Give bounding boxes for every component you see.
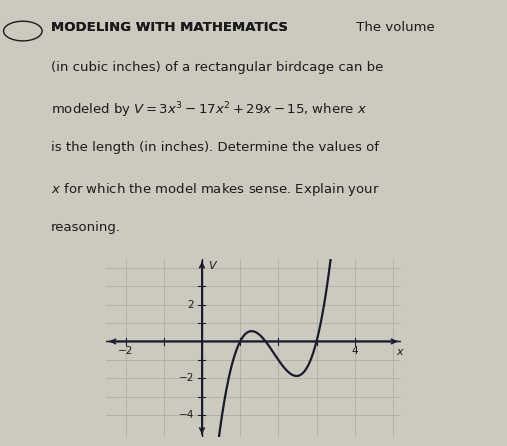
Text: MODELING WITH MATHEMATICS: MODELING WITH MATHEMATICS [51, 21, 287, 34]
Text: MODELING WITH MATHEMATICS: MODELING WITH MATHEMATICS [51, 21, 287, 34]
Text: 4: 4 [351, 346, 358, 356]
Text: (in cubic inches) of a rectangular birdcage can be: (in cubic inches) of a rectangular birdc… [51, 61, 383, 74]
Text: modeled by $V = 3x^3 - 17x^2 + 29x - 15$, where $x$: modeled by $V = 3x^3 - 17x^2 + 29x - 15$… [51, 101, 367, 120]
Text: 2: 2 [188, 300, 194, 310]
Text: −2: −2 [118, 346, 133, 356]
Text: is the length (in inches). Determine the values of: is the length (in inches). Determine the… [51, 141, 379, 154]
Text: x: x [396, 347, 404, 357]
Text: −2: −2 [179, 373, 194, 383]
Text: reasoning.: reasoning. [51, 221, 121, 234]
Text: MODELING WITH MATHEMATICS The volume: MODELING WITH MATHEMATICS The volume [51, 21, 343, 34]
Text: −4: −4 [179, 410, 194, 420]
Text: The volume: The volume [352, 21, 435, 34]
Text: V: V [208, 261, 215, 272]
Text: $x$ for which the model makes sense. Explain your: $x$ for which the model makes sense. Exp… [51, 181, 379, 198]
